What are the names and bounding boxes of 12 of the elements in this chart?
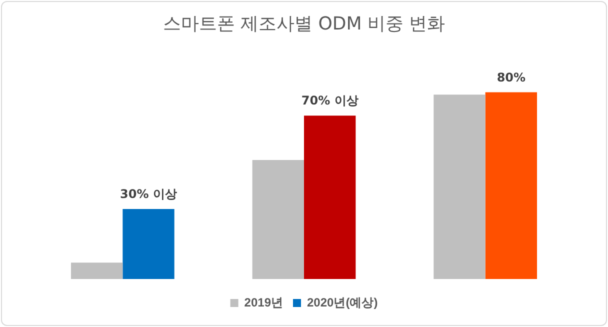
bar (434, 94, 486, 279)
bar (252, 160, 304, 279)
bar (70, 262, 123, 279)
data-label: 70% 이상 (301, 94, 358, 108)
bar (304, 116, 356, 279)
data-label: 80% (496, 70, 526, 84)
chart-title: 스마트폰 제조사별 ODM 비중 변화 (162, 13, 446, 34)
bar (485, 92, 538, 279)
bar (122, 208, 174, 279)
legend-label: 2019년 (244, 295, 284, 310)
legend-label: 2020년(예상) (307, 295, 378, 310)
data-label: 30% 이상 (120, 187, 177, 202)
